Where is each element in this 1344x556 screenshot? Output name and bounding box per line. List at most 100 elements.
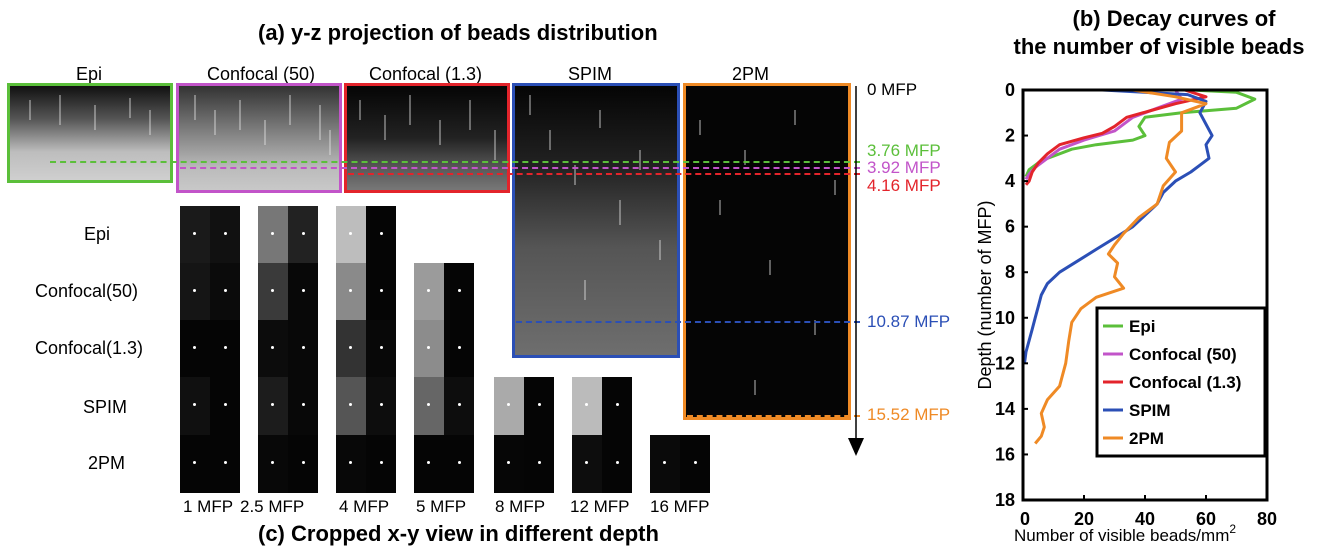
bead-dot bbox=[271, 346, 274, 349]
bead-dot bbox=[193, 232, 196, 235]
series-line-2pm bbox=[1034, 88, 1208, 445]
bead-dot bbox=[585, 403, 588, 406]
bead-dot bbox=[427, 346, 430, 349]
bead-dot bbox=[271, 403, 274, 406]
bead-dot bbox=[224, 346, 227, 349]
depth-label-2: 2.5 MFP bbox=[240, 497, 305, 516]
panel-label-2pm: 2PM bbox=[732, 64, 770, 84]
thumbnail-r1-c1 bbox=[180, 206, 240, 264]
y-tick-label: 16 bbox=[995, 444, 1015, 464]
bead-dot bbox=[380, 346, 383, 349]
thumbnail-half bbox=[258, 263, 288, 321]
row-label-2pm: 2PM bbox=[88, 453, 126, 473]
projection-spim bbox=[512, 83, 680, 358]
legend-label: Confocal (1.3) bbox=[1129, 373, 1241, 392]
legend-box bbox=[1095, 306, 1267, 458]
x-axis-label: Number of visible beads/mm2 bbox=[1014, 522, 1236, 545]
thumbnail-r5-c7 bbox=[650, 435, 710, 493]
thumbnail-half bbox=[180, 263, 210, 321]
bead-dot bbox=[663, 461, 666, 464]
y-tick-label: 18 bbox=[995, 490, 1015, 510]
thumbnail-r4-c5 bbox=[494, 377, 554, 435]
bead-dot bbox=[458, 289, 461, 292]
thumbnail-r4-c2 bbox=[258, 377, 318, 435]
marker-spim-mfp: 10.87 MFP bbox=[867, 312, 951, 331]
depth-label-4: 5 MFP bbox=[416, 497, 467, 516]
thumbnail-r2-c1 bbox=[180, 263, 240, 321]
thumbnail-half bbox=[366, 206, 396, 264]
depth-line-confocal-13 bbox=[348, 173, 860, 175]
thumbnail-half bbox=[210, 263, 240, 321]
thumbnail-half bbox=[494, 435, 524, 493]
thumbnail-half bbox=[288, 435, 318, 493]
depth-label-5: 8 MFP bbox=[495, 497, 546, 516]
thumbnail-r3-c1 bbox=[180, 320, 240, 378]
bead-dot bbox=[193, 346, 196, 349]
thumbnail-half bbox=[572, 435, 602, 493]
thumbnail-half bbox=[336, 320, 366, 378]
depth-label-1: 1 MFP bbox=[183, 497, 234, 516]
thumbnail-half bbox=[366, 263, 396, 321]
thumbnail-r5-c5 bbox=[494, 435, 554, 493]
bead-dot bbox=[193, 403, 196, 406]
bead-dot bbox=[193, 461, 196, 464]
thumbnail-r5-c1 bbox=[180, 435, 240, 493]
bead-dot bbox=[380, 461, 383, 464]
thumbnail-half bbox=[210, 435, 240, 493]
thumbnail-half bbox=[258, 320, 288, 378]
thumbnail-half bbox=[288, 206, 318, 264]
thumbnail-half bbox=[366, 435, 396, 493]
row-label-confocal-13: Confocal(1.3) bbox=[35, 338, 144, 358]
thumbnail-half bbox=[210, 320, 240, 378]
bead-dot bbox=[349, 461, 352, 464]
legend-label: Confocal (50) bbox=[1129, 345, 1237, 364]
series-line-spim bbox=[1023, 88, 1214, 364]
bead-dot bbox=[349, 232, 352, 235]
thumbnail-half bbox=[180, 377, 210, 435]
bead-dot bbox=[458, 403, 461, 406]
y-axis-label: Depth (number of MFP) bbox=[975, 200, 995, 389]
y-tick-label: 12 bbox=[995, 353, 1015, 373]
bead-dot bbox=[694, 461, 697, 464]
thumbnail-half bbox=[336, 263, 366, 321]
bead-dot bbox=[380, 232, 383, 235]
thumbnail-half bbox=[444, 320, 474, 378]
bead-dot bbox=[380, 289, 383, 292]
y-tick-label: 0 bbox=[1005, 80, 1015, 100]
y-tick-label: 2 bbox=[1005, 126, 1015, 146]
thumbnail-half bbox=[414, 435, 444, 493]
thumbnail-r2-c4 bbox=[414, 263, 474, 321]
bead-dot bbox=[427, 461, 430, 464]
y-tick-label: 4 bbox=[1005, 171, 1015, 191]
depth-label-3: 4 MFP bbox=[339, 497, 390, 516]
marker-epi-mfp: 3.76 MFP bbox=[867, 141, 941, 160]
thumbnail-half bbox=[524, 377, 554, 435]
y-tick-label: 10 bbox=[995, 308, 1015, 328]
projection-epi bbox=[7, 83, 173, 183]
thumbnail-r3-c4 bbox=[414, 320, 474, 378]
bead-dot bbox=[271, 289, 274, 292]
bead-dot bbox=[349, 289, 352, 292]
thumbnail-half bbox=[180, 206, 210, 264]
bead-dot bbox=[349, 403, 352, 406]
thumbnail-half bbox=[180, 435, 210, 493]
row-label-epi: Epi bbox=[84, 224, 111, 244]
depth-line-spim bbox=[516, 321, 860, 323]
thumbnail-half bbox=[180, 320, 210, 378]
x-tick-label: 0 bbox=[1020, 509, 1030, 529]
series-line-confocal-50 bbox=[1024, 89, 1184, 181]
depth-line-2pm bbox=[687, 415, 860, 417]
thumbnail-half bbox=[210, 206, 240, 264]
bead-dot bbox=[271, 461, 274, 464]
legend-label: Epi bbox=[1129, 317, 1155, 336]
projection-2pm bbox=[683, 83, 851, 420]
depth-label-6: 12 MFP bbox=[570, 497, 630, 516]
bead-dot bbox=[458, 461, 461, 464]
thumbnail-r5-c3 bbox=[336, 435, 396, 493]
series-line-epi bbox=[1024, 88, 1257, 178]
thumbnail-r4-c3 bbox=[336, 377, 396, 435]
bead-dot bbox=[224, 289, 227, 292]
bead-dot bbox=[224, 403, 227, 406]
thumbnail-half bbox=[444, 377, 474, 435]
chart-title-line-1: (b) Decay curves of bbox=[1072, 6, 1276, 31]
